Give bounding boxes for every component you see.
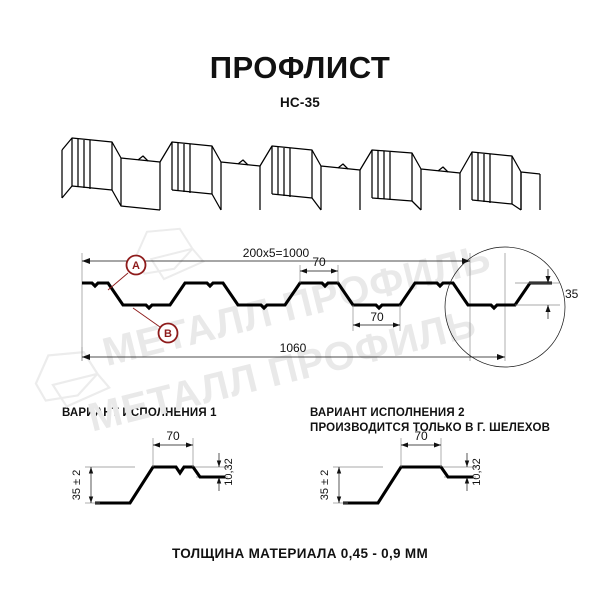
variant-2-dimension-width: 70	[414, 429, 428, 443]
dimension-label-overall-bottom: 1060	[280, 341, 307, 355]
iso-corrugation	[61, 137, 541, 211]
variant-1-heading: ВАРИАНТ ИСПОЛНЕНИЯ 1	[62, 406, 217, 421]
title-block: ПРОФЛИСТ НС-35	[0, 52, 600, 110]
callout-marker-b: B	[132, 307, 179, 344]
dimension-rib-top: 70	[299, 255, 339, 283]
variant-2-title: ВАРИАНТ ИСПОЛНЕНИЯ 2	[310, 407, 465, 419]
isometric-profile-view	[61, 137, 541, 211]
variant-1-drawing: 70 10,32 35 ± 2	[71, 429, 235, 505]
variant-2-heading: ВАРИАНТ ИСПОЛНЕНИЯ 2 ПРОИЗВОДИТСЯ ТОЛЬКО…	[310, 406, 550, 436]
variant-1-dimension-height: 35 ± 2	[71, 470, 83, 501]
page-title: ПРОФЛИСТ	[209, 50, 391, 85]
variant-1-dimension-width: 70	[166, 429, 180, 443]
dimension-label-rib-top: 70	[312, 255, 326, 269]
variant-2-subtitle: ПРОИЗВОДИТСЯ ТОЛЬКО В Г. ШЕЛЕХОВ	[310, 422, 551, 434]
material-thickness-note: ТОЛЩИНА МАТЕРИАЛА 0,45 - 0,9 ММ	[171, 546, 428, 561]
variant-2-dimension-height: 35 ± 2	[319, 470, 331, 501]
dimension-label-rib-bottom: 70	[370, 310, 384, 324]
detail-circle	[444, 246, 566, 368]
marker-b-circle	[157, 322, 179, 344]
profile-outline	[82, 281, 552, 311]
marker-b-label: B	[164, 328, 172, 340]
dimension-rib-bottom: 70	[352, 305, 401, 331]
dimension-label-overall-top: 200x5=1000	[243, 246, 310, 260]
variant-2-drawing: 70 10,32 35 ± 2	[319, 429, 483, 505]
dimension-label-height: 35	[565, 287, 579, 301]
variant-detail-views: 70 10,32 35 ± 2	[71, 429, 483, 505]
variant-2-dimension-flange: 10,32	[471, 458, 483, 486]
variant-1-dimension-flange: 10,32	[223, 458, 235, 486]
cross-section-view: 200x5=1000 1060 70 7	[81, 246, 579, 368]
dimension-overall-bottom: 1060	[82, 341, 505, 360]
product-code: НС-35	[279, 95, 320, 110]
dimension-height: 35	[515, 269, 579, 319]
variant-1-title: ВАРИАНТ ИСПОЛНЕНИЯ 1	[62, 407, 217, 419]
marker-a-label: A	[132, 260, 140, 272]
